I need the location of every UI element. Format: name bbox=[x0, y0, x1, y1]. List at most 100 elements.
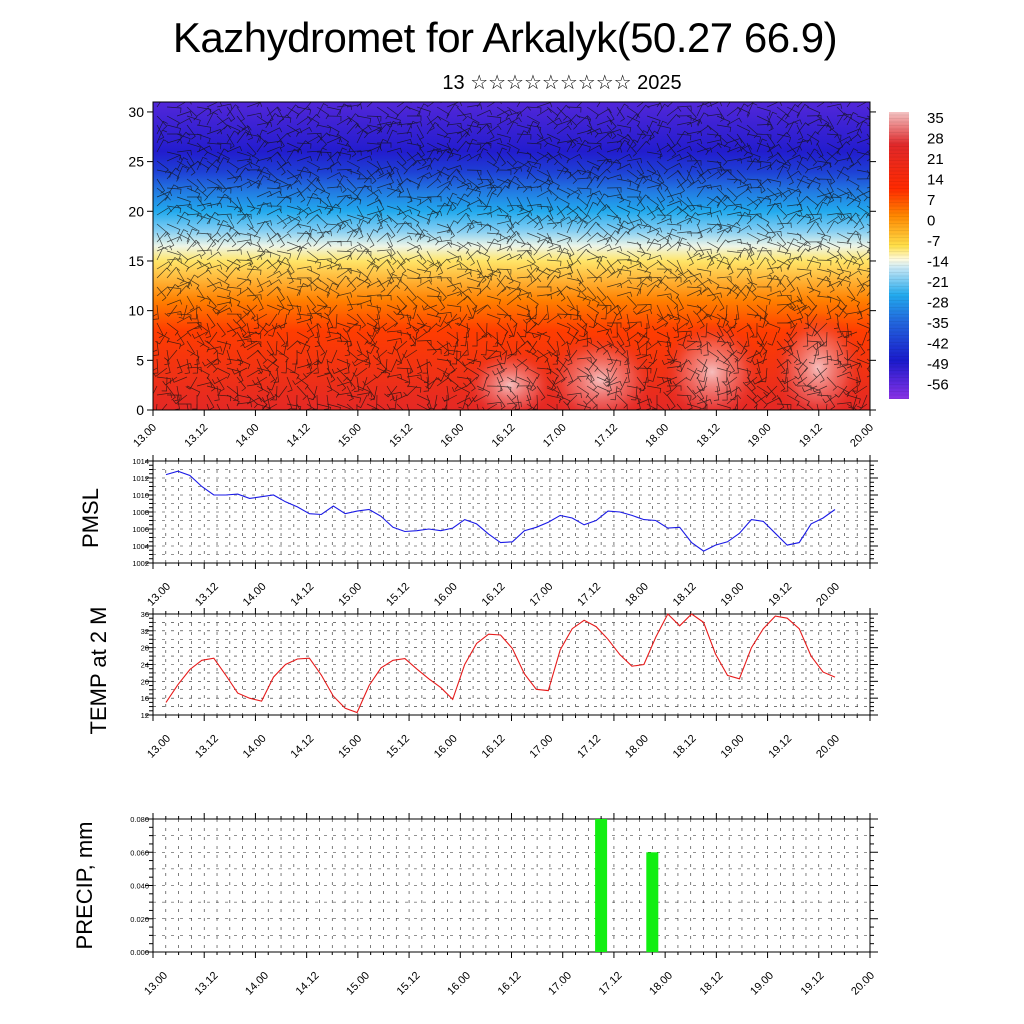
wind-barb bbox=[786, 232, 802, 240]
wind-barb bbox=[356, 358, 371, 369]
wind-barb bbox=[516, 376, 531, 388]
wind-barb bbox=[813, 322, 828, 334]
wind-barb bbox=[672, 322, 688, 332]
wind-barb bbox=[796, 124, 804, 141]
wind-barb bbox=[316, 242, 332, 252]
wind-barb bbox=[656, 120, 668, 135]
x-tick-label: 14.00 bbox=[234, 422, 262, 450]
wind-barb bbox=[446, 123, 462, 129]
wind-barb bbox=[726, 250, 742, 258]
wind-barb bbox=[701, 322, 708, 338]
wind-barb bbox=[546, 196, 554, 213]
wind-barb bbox=[566, 331, 579, 345]
wind-barb bbox=[726, 196, 738, 211]
y-tick-label: 16 bbox=[141, 694, 149, 703]
wind-barb bbox=[266, 340, 275, 356]
wind-barb bbox=[171, 376, 188, 383]
wind-barb bbox=[296, 142, 312, 149]
wind-barb bbox=[543, 304, 550, 320]
wind-barb bbox=[256, 129, 267, 144]
wind-barb bbox=[276, 114, 291, 126]
wind-barb bbox=[686, 394, 693, 410]
wind-barb bbox=[216, 142, 232, 149]
wind-barb bbox=[766, 275, 780, 288]
wind-barb bbox=[536, 252, 552, 261]
wind-barb bbox=[816, 122, 831, 135]
wind-barb bbox=[776, 376, 786, 392]
y-tick-label: 12 bbox=[141, 711, 149, 720]
wind-barb bbox=[746, 313, 762, 321]
wind-barb bbox=[256, 202, 269, 216]
wind-barb bbox=[643, 358, 658, 370]
y-tick-label: 10 bbox=[128, 303, 144, 319]
wind-barb bbox=[396, 221, 410, 234]
wind-barb bbox=[536, 236, 553, 243]
wind-barb bbox=[176, 232, 190, 244]
grid bbox=[153, 614, 870, 715]
wind-barb bbox=[696, 147, 713, 153]
wind-barb bbox=[736, 214, 752, 222]
wind-barb bbox=[846, 115, 860, 128]
wind-barb bbox=[696, 277, 707, 292]
wind-barb bbox=[646, 385, 662, 394]
x-tick-label: 16.00 bbox=[432, 733, 460, 761]
wind-barb bbox=[176, 111, 193, 117]
wind-barb bbox=[316, 132, 331, 144]
x-tick-label: 18.12 bbox=[671, 733, 699, 761]
wind-barb bbox=[429, 394, 438, 410]
wind-barb bbox=[396, 102, 412, 108]
wind-barb bbox=[496, 109, 513, 117]
wind-barb bbox=[646, 120, 658, 135]
wind-barb bbox=[231, 367, 248, 375]
wind-barb bbox=[636, 140, 651, 153]
wind-barb bbox=[236, 106, 245, 122]
wind-barb bbox=[356, 219, 368, 234]
wind-barb bbox=[696, 331, 703, 348]
wind-barb bbox=[236, 331, 246, 347]
wind-barb bbox=[566, 219, 578, 234]
wind-barb bbox=[646, 227, 663, 234]
wind-barb bbox=[706, 253, 723, 261]
wind-barb bbox=[556, 236, 573, 243]
wind-barb bbox=[816, 201, 828, 216]
wind-barb bbox=[153, 340, 159, 356]
wind-barb bbox=[461, 358, 478, 367]
wind-barb bbox=[161, 403, 168, 410]
wind-barb bbox=[572, 304, 579, 320]
wind-barb bbox=[603, 376, 618, 387]
wind-barb bbox=[636, 304, 652, 310]
wind-barb bbox=[156, 102, 161, 108]
wind-barb bbox=[366, 265, 379, 279]
wind-barb bbox=[646, 169, 661, 181]
wind-barb bbox=[516, 232, 526, 248]
wind-barb bbox=[796, 304, 804, 321]
wind-barb bbox=[356, 115, 372, 124]
wind-barb bbox=[506, 166, 523, 172]
wind-barb bbox=[783, 340, 798, 352]
wind-barb bbox=[186, 403, 189, 410]
colorbar-label: 35 bbox=[927, 110, 944, 127]
wind-barb bbox=[666, 394, 676, 410]
wind-barb bbox=[226, 133, 235, 149]
wind-barb bbox=[478, 376, 488, 391]
wind-barb bbox=[836, 232, 850, 244]
wind-barb bbox=[464, 394, 478, 407]
wind-barb bbox=[706, 210, 723, 216]
wind-barb bbox=[316, 187, 331, 199]
wind-barb bbox=[256, 367, 271, 377]
wind-barb bbox=[645, 394, 651, 410]
wind-barb bbox=[226, 160, 240, 173]
wind-barb bbox=[252, 313, 268, 322]
wind-barb bbox=[716, 331, 726, 347]
wind-barb bbox=[406, 120, 418, 135]
wind-barb bbox=[316, 230, 332, 237]
wind-barb bbox=[656, 277, 669, 291]
wind-barb bbox=[616, 340, 626, 356]
wind-barb bbox=[296, 283, 308, 297]
wind-barb bbox=[656, 331, 671, 343]
wind-barb bbox=[576, 169, 592, 178]
wind-barb bbox=[816, 187, 828, 202]
wind-barb bbox=[836, 402, 852, 408]
wind-barb bbox=[166, 115, 180, 128]
wind-barb bbox=[336, 220, 349, 234]
